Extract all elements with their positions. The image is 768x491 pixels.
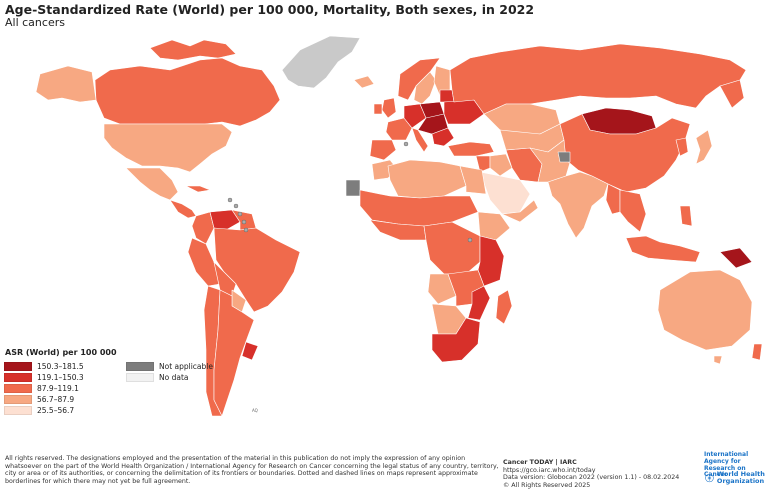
region-uk [381, 97, 397, 119]
legend-label: 56.7–87.9 [37, 394, 75, 404]
legend-label: No data [159, 372, 189, 382]
region-russia-kamchatka [719, 79, 745, 109]
region-china [559, 113, 691, 193]
who-logo-text: World Health Organization [716, 470, 765, 485]
region-iceland [353, 75, 375, 89]
region-mongolia [581, 107, 657, 135]
island-dot [467, 237, 473, 243]
legend-swatch [4, 383, 32, 393]
legend-item: 25.5–56.7 [4, 405, 84, 416]
legend-swatch [126, 361, 154, 371]
region-philippines [679, 205, 693, 227]
region-alaska [35, 65, 97, 103]
region-malaysia-indonesia [625, 235, 701, 263]
legend-label: Not applicable [159, 361, 213, 371]
region-south-africa [431, 317, 481, 363]
region-central-america [169, 199, 197, 219]
data-version: Data version: Globocan 2022 (version 1.1… [503, 474, 680, 482]
legend-swatch [126, 372, 154, 382]
region-korea [675, 137, 689, 157]
region-uruguay [241, 341, 259, 361]
map-title: Age-Standardized Rate (World) per 100 00… [5, 2, 535, 17]
region-papua-new-guinea [719, 247, 753, 269]
region-peru [187, 237, 221, 287]
region-western-sahara [345, 179, 361, 197]
legend-item: 56.7–87.9 [4, 394, 84, 405]
region-iberia [369, 139, 397, 161]
region-baltics [439, 89, 455, 103]
island-dot [227, 197, 233, 203]
region-madagascar [495, 289, 513, 325]
legend-item: 87.9–119.1 [4, 383, 84, 394]
region-cuba [185, 185, 211, 193]
region-algeria-libya [387, 159, 467, 199]
region-usa [103, 123, 233, 173]
legend-swatch [4, 394, 32, 404]
legend-item: Not applicable [126, 361, 213, 372]
legend-swatch [4, 372, 32, 382]
iarc-logo-text: International Agency for Research on Can… [704, 451, 749, 479]
who-emblem-icon [705, 473, 714, 483]
region-indochina [619, 189, 647, 233]
legend-swatch [4, 361, 32, 371]
island-dot [403, 141, 409, 147]
region-yemen-oman [501, 199, 539, 223]
legend-label: 119.1–150.3 [37, 372, 84, 382]
region-ethiopia [477, 211, 511, 241]
region-new-zealand [751, 343, 763, 361]
source-block: Cancer TODAY | IARC https://gco.iarc.who… [503, 459, 703, 489]
region-mozambique [467, 285, 491, 321]
legend-label: 150.3–181.5 [37, 361, 84, 371]
region-sweden [413, 71, 437, 105]
legend-item: No data [126, 372, 213, 383]
map-subtitle: All cancers [5, 16, 65, 29]
island-dot [243, 227, 249, 233]
region-japan [695, 129, 713, 165]
island-dot [241, 219, 247, 225]
region-canada [94, 57, 281, 127]
region-egypt [459, 165, 487, 195]
region-balkans [431, 127, 455, 147]
region-angola [427, 273, 457, 305]
source-url[interactable]: https://gco.iarc.who.int/today [503, 466, 596, 474]
region-venezuela [209, 209, 241, 231]
region-germany [403, 103, 427, 129]
region-ireland [373, 103, 383, 115]
who-logo: World Health Organization [705, 470, 768, 486]
antarctica-note: AQ [252, 408, 258, 413]
region-central-africa [423, 221, 481, 275]
region-tasmania [713, 355, 723, 365]
region-nepal-region [557, 151, 571, 163]
region-australia [657, 269, 753, 351]
source-title: Cancer TODAY | IARC [503, 459, 577, 466]
island-dot [233, 203, 239, 209]
region-bolivia [213, 261, 237, 297]
legend-label: 25.5–56.7 [37, 405, 75, 415]
region-russia [449, 43, 747, 115]
region-sahel [359, 189, 479, 227]
copyright: © All Rights Reserved 2025 [503, 481, 591, 489]
region-italy [411, 127, 429, 153]
region-india [547, 171, 609, 239]
legend-swatch [4, 405, 32, 415]
region-argentina [213, 289, 255, 417]
region-myanmar [605, 183, 621, 215]
legend-classes: 150.3–181.5 119.1–150.3 87.9–119.1 56.7–… [4, 361, 84, 416]
region-iraq [489, 153, 513, 177]
region-saudi-arabia [479, 171, 531, 215]
region-east-africa [477, 235, 505, 287]
region-greenland [281, 35, 361, 89]
legend-item: 150.3–181.5 [4, 361, 84, 372]
legend-title: ASR (World) per 100 000 [5, 348, 117, 357]
region-canada-islands [149, 39, 237, 61]
legend-item: 119.1–150.3 [4, 372, 84, 383]
disclaimer-text: All rights reserved. The designations em… [5, 455, 499, 485]
legend-special: Not applicable No data [126, 361, 213, 383]
region-turkey [447, 141, 495, 157]
legend-label: 87.9–119.1 [37, 383, 79, 393]
region-mexico [125, 167, 179, 201]
island-dot [237, 211, 243, 217]
